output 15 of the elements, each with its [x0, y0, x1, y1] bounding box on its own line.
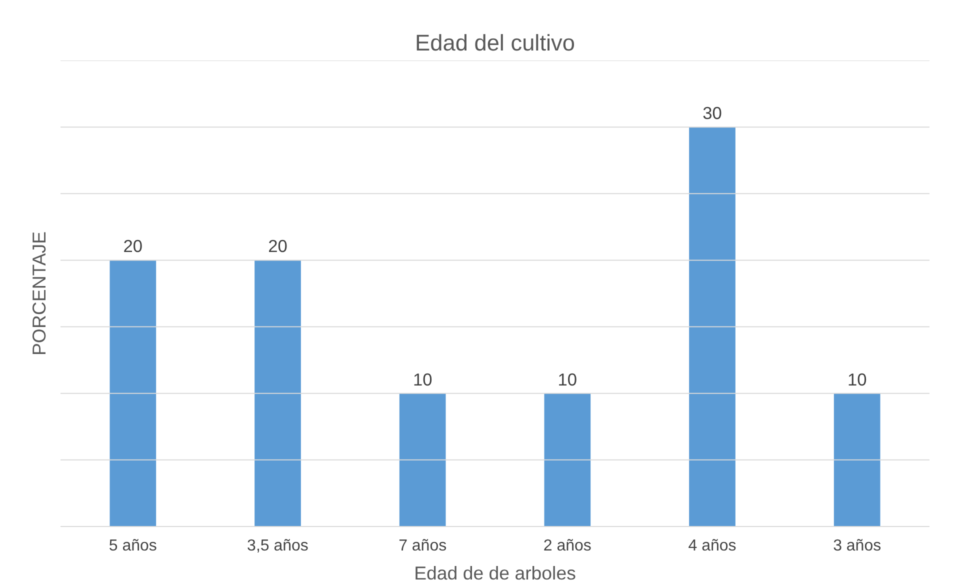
x-tick-label: 4 años [688, 538, 736, 554]
x-axis-title: Edad de de arboles [414, 562, 576, 584]
data-label: 20 [268, 236, 288, 256]
data-label: 30 [702, 103, 722, 124]
data-label: 10 [558, 369, 578, 390]
x-tick-label: 3 años [833, 538, 882, 554]
x-tick-label: 7 años [398, 538, 447, 554]
data-label: 10 [847, 369, 867, 390]
data-label: 20 [123, 236, 143, 256]
y-axis-title: PORCENTAJE [28, 231, 50, 356]
chart-title: Edad del cultivo [415, 30, 575, 56]
x-tick-label: 2 años [543, 538, 592, 554]
x-tick-label: 5 años [108, 538, 157, 554]
x-tick-label: 3,5 años [247, 538, 308, 554]
data-label: 10 [412, 369, 432, 390]
